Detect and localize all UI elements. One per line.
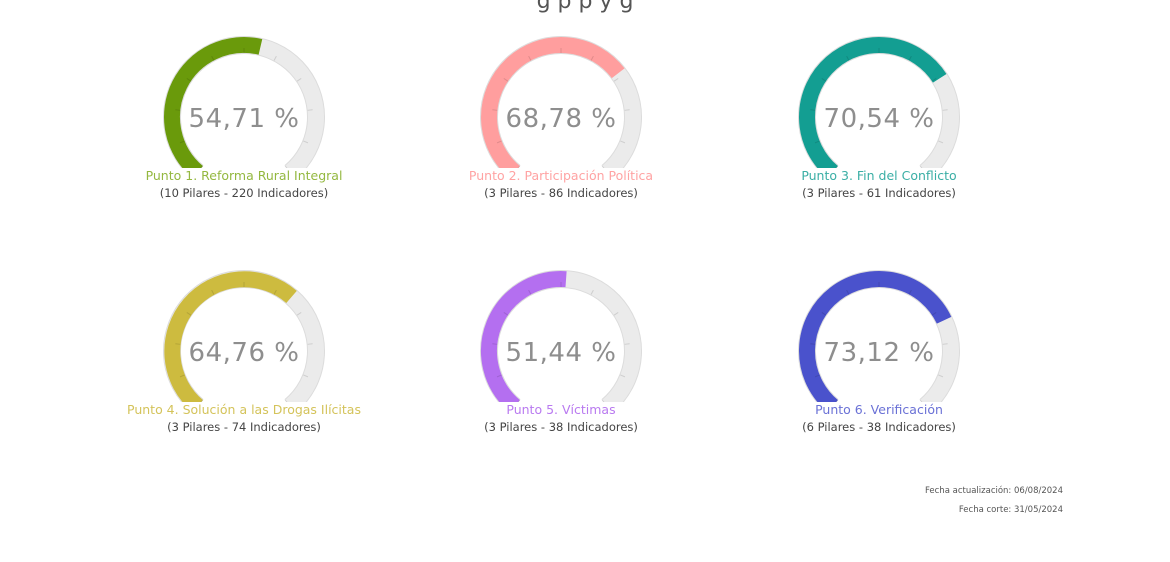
- gauge-tick: [273, 55, 277, 61]
- gauge-tick: [492, 343, 498, 345]
- gauge-title: Punto 1. Reforma Rural Integral: [145, 168, 343, 183]
- gauge-2: 68,78 % Punto 2. Participación Política (3…: [431, 18, 691, 218]
- gauge-4: 64,76 % Punto 4. Solución a las Drogas Il…: [114, 252, 374, 452]
- gauge-tick: [908, 289, 912, 295]
- gauge-value-label: 54,71 %: [188, 104, 300, 134]
- gauge-tick: [273, 289, 277, 295]
- gauge-3: 70,54 % Punto 3. Fin del Conflicto (3 Pila…: [749, 18, 1009, 218]
- gauge-tick: [601, 165, 605, 168]
- gauge-tick: [503, 78, 509, 82]
- gauge-tick: [179, 374, 185, 378]
- gauge-subtitle: (3 Pilares - 38 Indicadores): [484, 420, 638, 434]
- gauge-tick: [296, 312, 302, 316]
- gauge-tick: [590, 55, 594, 61]
- gauge-5: 51,44 % Punto 5. Víctimas (3 Pilares - 38 …: [431, 252, 691, 452]
- gauge-tick: [846, 289, 850, 295]
- gauge-tick: [590, 289, 594, 295]
- gauge-tick: [919, 399, 923, 402]
- gauge-tick: [528, 55, 532, 61]
- gauge-tick: [307, 343, 313, 345]
- header-partial-text: g p p y g: [536, 0, 634, 14]
- gauge-subtitle: (3 Pilares - 86 Indicadores): [484, 186, 638, 200]
- gauge-tick: [810, 109, 816, 111]
- gauge-tick: [175, 109, 181, 111]
- gauge-tick: [810, 343, 816, 345]
- gauge-tick: [179, 140, 185, 144]
- update-date: Fecha actualización: 06/08/2024: [924, 486, 1063, 496]
- gauge-value-arc: [799, 37, 947, 168]
- gauge-tick: [601, 399, 605, 402]
- gauge-tick: [296, 78, 302, 82]
- gauge-svg: [480, 270, 642, 402]
- gauge-tick: [284, 165, 288, 168]
- gauge-tick: [528, 289, 532, 295]
- gauge-tick: [186, 78, 192, 82]
- gauge-subtitle: (6 Pilares - 38 Indicadores): [802, 420, 956, 434]
- gauge-tick: [620, 140, 626, 144]
- gauge-value-label: 68,78 %: [505, 104, 617, 134]
- gauge-tick: [613, 78, 619, 82]
- gauge-svg: [163, 270, 325, 402]
- gauge-tick: [211, 289, 215, 295]
- gauge-tick: [938, 140, 944, 144]
- gauge-tick: [821, 78, 827, 82]
- gauge-svg: [798, 270, 960, 402]
- gauge-tick: [938, 374, 944, 378]
- gauge-title: Punto 4. Solución a las Drogas Ilícitas: [127, 402, 361, 417]
- gauge-1: 54,71 % Punto 1. Reforma Rural Integral (1…: [114, 18, 374, 218]
- gauge-subtitle: (10 Pilares - 220 Indicadores): [159, 186, 329, 200]
- gauge-tick: [931, 78, 937, 82]
- gauge-title: Punto 3. Fin del Conflicto: [801, 168, 957, 183]
- gauge-tick: [624, 109, 630, 111]
- gauge-tick: [814, 374, 820, 378]
- gauge-value-label: 51,44 %: [505, 338, 617, 368]
- gauge-subtitle: (3 Pilares - 74 Indicadores): [167, 420, 321, 434]
- gauge-tick: [835, 165, 839, 168]
- gauge-tick: [908, 55, 912, 61]
- gauge-tick: [303, 140, 309, 144]
- gauge-tick: [200, 399, 204, 402]
- gauge-value-label: 64,76 %: [188, 338, 300, 368]
- gauge-tick: [517, 165, 521, 168]
- gauge-tick: [307, 109, 313, 111]
- gauge-value-arc: [481, 271, 567, 402]
- gauge-value-label: 70,54 %: [823, 104, 935, 134]
- gauge-tick: [517, 399, 521, 402]
- gauge-value-arc: [481, 37, 625, 168]
- gauge-tick: [186, 312, 192, 316]
- gauge-tick: [496, 140, 502, 144]
- gauge-tick: [942, 109, 948, 111]
- gauge-tick: [942, 343, 948, 345]
- gauge-svg: [798, 36, 960, 168]
- gauge-tick: [175, 343, 181, 345]
- gauge-tick: [492, 109, 498, 111]
- gauge-title: Punto 5. Víctimas: [506, 402, 616, 417]
- gauge-svg: [480, 36, 642, 168]
- gauge-tick: [620, 374, 626, 378]
- gauge-value-label: 73,12 %: [823, 338, 935, 368]
- gauge-tick: [835, 399, 839, 402]
- gauge-tick: [303, 374, 309, 378]
- gauge-6: 73,12 % Punto 6. Verificación (6 Pilares -…: [749, 252, 1009, 452]
- gauge-svg: [163, 36, 325, 168]
- gauge-title: Punto 2. Participación Política: [468, 168, 654, 183]
- gauge-tick: [284, 399, 288, 402]
- gauge-tick: [821, 312, 827, 316]
- gauge-tick: [211, 55, 215, 61]
- gauge-subtitle: (3 Pilares - 61 Indicadores): [802, 186, 956, 200]
- gauge-tick: [931, 312, 937, 316]
- gauge-tick: [496, 374, 502, 378]
- gauge-value-arc: [164, 37, 263, 168]
- gauge-tick: [613, 312, 619, 316]
- gauge-title: Punto 6. Verificación: [815, 402, 943, 417]
- cutoff-date: Fecha corte: 31/05/2024: [958, 505, 1063, 515]
- gauge-tick: [503, 312, 509, 316]
- gauge-tick: [846, 55, 850, 61]
- gauge-tick: [919, 165, 923, 168]
- gauge-tick: [814, 140, 820, 144]
- gauge-value-arc: [799, 271, 952, 402]
- gauge-tick: [200, 165, 204, 168]
- gauge-tick: [624, 343, 630, 345]
- gauge-value-arc: [164, 271, 297, 402]
